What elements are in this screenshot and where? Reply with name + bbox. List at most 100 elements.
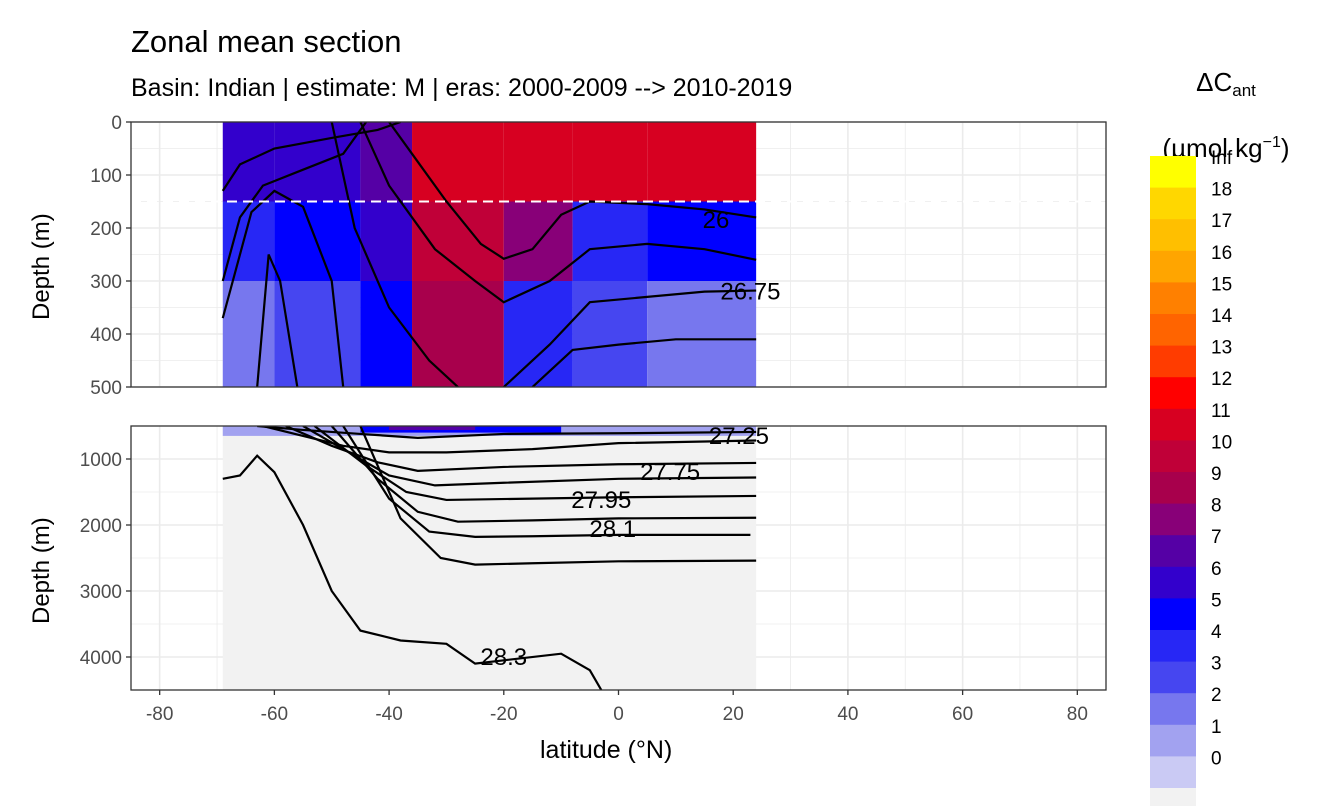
legend-swatch [1150, 693, 1196, 726]
isopycnal-label: 26 [703, 207, 730, 234]
legend-title-sub: ant [1232, 81, 1256, 100]
lower-y-tick-label: 4000 [80, 648, 122, 669]
legend-label: 18 [1211, 180, 1232, 201]
isopycnal-line [257, 426, 757, 439]
legend-title-main: ΔC [1196, 67, 1233, 97]
legend-swatch [1150, 156, 1196, 189]
isopycnal-label: 28.3 [480, 644, 527, 671]
upper-panel-border [130, 121, 1107, 388]
legend-swatch [1150, 661, 1196, 694]
legend-label: Inf [1211, 148, 1233, 169]
legend-label: 12 [1211, 369, 1232, 390]
isopycnal-label: 26.75 [720, 279, 780, 306]
legend-label: 3 [1211, 654, 1222, 675]
upper-field-cell [503, 122, 573, 202]
x-tick-label: 80 [1067, 704, 1088, 725]
upper-isopycnals [221, 122, 757, 387]
legend-swatch [1150, 314, 1196, 347]
upper-y-tick-label: 400 [90, 325, 122, 346]
isopycnal-line [256, 254, 299, 387]
isopycnal-line [221, 122, 368, 282]
x-axis-label: latitude (°N) [540, 736, 673, 764]
legend-label: 17 [1211, 211, 1232, 232]
isopycnal-line [503, 289, 757, 387]
legend-swatch [1150, 724, 1196, 757]
legend-label: 5 [1211, 590, 1222, 611]
legend-label: 7 [1211, 527, 1222, 548]
x-tick-label: -60 [261, 704, 288, 725]
x-tick-label: -80 [146, 704, 173, 725]
upper-field-cell [274, 122, 361, 202]
isopycnal-line [359, 426, 757, 566]
upper-field-cell [572, 201, 648, 281]
isopycnal-line [388, 122, 757, 260]
legend-label: 8 [1211, 496, 1222, 517]
isopycnal-line [531, 338, 757, 387]
upper-field-cell [222, 281, 275, 387]
legend-label: 1 [1211, 717, 1222, 738]
legend-label: 2 [1211, 685, 1222, 706]
lower-isopycnals [222, 426, 757, 690]
legend-unit-right: ) [1280, 133, 1290, 163]
x-tick-label: 40 [837, 704, 858, 725]
upper-y-tick-label: 200 [90, 219, 122, 240]
legend-swatch [1150, 345, 1196, 378]
legend-label: 16 [1211, 243, 1232, 264]
legend-swatch [1150, 472, 1196, 505]
chart-subtitle: Basin: Indian | estimate: M | eras: 2000… [131, 74, 793, 102]
upper-field-cell [647, 122, 757, 202]
legend-label: 10 [1211, 432, 1232, 453]
isopycnal-line [222, 454, 603, 690]
legend-swatch [1150, 377, 1196, 410]
legend-swatch [1150, 187, 1196, 220]
isopycnal-label: 27.95 [571, 487, 631, 514]
lower-field-base [222, 426, 757, 690]
legend-label: 4 [1211, 622, 1222, 643]
legend-swatch [1150, 756, 1196, 789]
isopycnal-line [262, 426, 757, 454]
legend-swatch [1150, 250, 1196, 283]
chart-title: Zonal mean section [131, 24, 402, 59]
legend-swatch [1150, 566, 1196, 599]
isopycnal-label: 27.75 [640, 459, 700, 486]
upper-field [222, 122, 757, 387]
legend-label: 13 [1211, 338, 1232, 359]
lower-y-tick-label: 1000 [80, 450, 122, 471]
legend-label: 0 [1211, 748, 1222, 769]
upper-y-tick-label: 0 [111, 113, 122, 134]
upper-y-tick-label: 100 [90, 166, 122, 187]
legend-swatch [1150, 440, 1196, 473]
upper-field-cell [222, 201, 275, 281]
x-tick-label: 20 [723, 704, 744, 725]
upper-field-cell [360, 122, 413, 202]
isopycnal-line [359, 122, 757, 304]
legend-label: 9 [1211, 464, 1222, 485]
lower-y-tick-label: 2000 [80, 516, 122, 537]
legend-swatch [1150, 408, 1196, 441]
legend-label: 11 [1211, 401, 1231, 422]
upper-field-cell [647, 281, 757, 387]
lower-y-tick-label: 3000 [80, 582, 122, 603]
legend-swatch [1150, 598, 1196, 631]
isopycnal-line [330, 122, 459, 387]
isopycnal-line [221, 122, 401, 192]
legend-swatch [1150, 535, 1196, 568]
legend-label: 15 [1211, 274, 1232, 295]
x-tick-label: -20 [490, 704, 517, 725]
legend-unit-sup: −1 [1262, 134, 1281, 151]
lower-field-core [389, 426, 476, 430]
x-tick-label: 60 [952, 704, 973, 725]
isopycnal-label: 27.25 [709, 423, 769, 450]
isopycnal-label: 28.1 [589, 516, 636, 543]
legend-swatch [1150, 630, 1196, 663]
upper-y-tick-label: 300 [90, 272, 122, 293]
upper-y-tick-label: 500 [90, 378, 122, 399]
upper-field-cell [412, 281, 504, 387]
legend-label: 14 [1211, 306, 1233, 327]
upper-field-cell [360, 281, 413, 387]
lower-field [222, 426, 757, 690]
isopycnal-line [221, 189, 345, 387]
isopycnal-line [342, 426, 751, 538]
legend-swatch [1150, 788, 1196, 806]
